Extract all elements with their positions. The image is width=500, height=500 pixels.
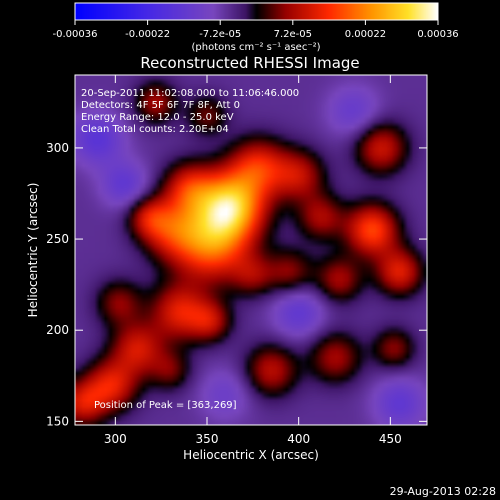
chart-title: Reconstructed RHESSI Image xyxy=(140,54,359,72)
y-tick-label: 300 xyxy=(46,141,69,155)
annotation-block: 20-Sep-2011 11:02:08.000 to 11:06:46.000… xyxy=(81,88,299,411)
x-axis-title: Heliocentric X (arcsec) xyxy=(183,448,319,462)
colorbar-tick-label: -7.2e-05 xyxy=(199,29,241,40)
y-tick-label: 150 xyxy=(46,414,69,428)
colorbar: -0.00036 -0.00022 -7.2e-05 7.2e-05 0.00022 0.… xyxy=(53,2,459,53)
y-tick-label: 200 xyxy=(46,323,69,337)
y-axis-title: Heliocentric Y (arcsec) xyxy=(26,183,40,318)
colorbar-frame xyxy=(74,2,439,21)
colorbar-tick-label: 0.00036 xyxy=(417,29,458,40)
colorbar-tick-label: -0.00022 xyxy=(125,29,170,40)
x-tick-label: 350 xyxy=(196,432,219,446)
axes: 300 350 400 450 150 200 250 300 xyxy=(46,74,428,446)
colorbar-ticks: -0.00036 -0.00022 -7.2e-05 7.2e-05 0.00022 0.… xyxy=(53,20,459,40)
heatmap-image xyxy=(75,75,427,425)
y-axis-ticks: 150 200 250 300 xyxy=(46,141,427,428)
colorbar-tick-label: 7.2e-05 xyxy=(274,29,312,40)
plot-frame xyxy=(74,74,428,426)
x-tick-label: 400 xyxy=(287,432,310,446)
x-axis-ticks: 300 350 400 450 xyxy=(104,75,402,446)
annotation-line: Detectors: 4F 5F 6F 7F 8F, Att 0 xyxy=(81,100,240,111)
peak-position-label: Position of Peak = [363,269] xyxy=(94,400,237,411)
x-tick-label: 300 xyxy=(104,432,127,446)
colorbar-unit-label: (photons cm⁻² s⁻¹ asec⁻²) xyxy=(191,42,320,53)
colorbar-tick-label: 0.00022 xyxy=(345,29,386,40)
colorbar-gradient xyxy=(75,3,438,20)
y-tick-label: 250 xyxy=(46,232,69,246)
colorbar-tick-label: -0.00036 xyxy=(53,29,98,40)
x-tick-label: 450 xyxy=(379,432,402,446)
annotation-line: Energy Range: 12.0 - 25.0 keV xyxy=(81,112,234,123)
annotation-line: 20-Sep-2011 11:02:08.000 to 11:06:46.000 xyxy=(81,88,299,99)
annotation-line: Clean Total counts: 2.20E+04 xyxy=(81,124,229,135)
render-date: 29-Aug-2013 02:28 xyxy=(390,485,496,498)
